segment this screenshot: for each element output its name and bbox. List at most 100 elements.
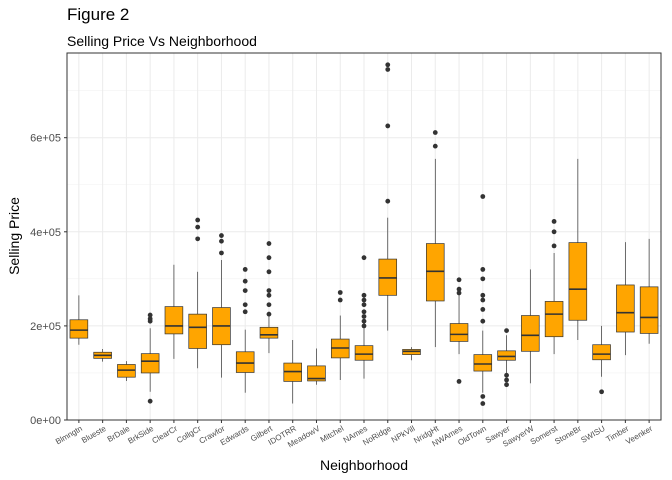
- box-group-Gilbert: [259, 241, 279, 354]
- y-tick-label: 2e+05: [30, 321, 61, 333]
- outlier-point: [337, 290, 343, 295]
- outlier-point: [337, 297, 343, 303]
- x-tick-label: Veenker: [624, 424, 654, 447]
- outlier-point: [551, 219, 557, 224]
- outlier-point: [219, 250, 224, 256]
- box-group-CollgCr: [188, 217, 207, 369]
- box-group-BrDale: [117, 361, 136, 381]
- outlier-point: [266, 311, 272, 317]
- box-group-NridgHt: [426, 130, 445, 348]
- outlier-point: [147, 316, 153, 322]
- box: [497, 350, 516, 361]
- outlier-point: [195, 217, 201, 223]
- box-group-Crawfor: [212, 233, 231, 378]
- box: [259, 326, 279, 339]
- outlier-point: [361, 297, 367, 303]
- x-tick-label: NPkVill: [390, 424, 417, 445]
- outlier-point: [361, 255, 367, 261]
- outlier-point: [385, 198, 391, 204]
- box-group-OldTown: [473, 194, 493, 406]
- outlier-point: [432, 143, 438, 149]
- box-group-Blmngtn: [69, 295, 89, 345]
- outlier-point: [361, 292, 367, 298]
- box-group-MeadowV: [307, 348, 326, 385]
- box-group-NPkVill: [402, 347, 421, 361]
- outlier-point: [504, 372, 509, 378]
- box-group-Blueste: [93, 348, 112, 362]
- y-tick-label: 0e+00: [30, 415, 61, 427]
- outlier-point: [242, 288, 248, 294]
- outlier-point: [456, 290, 462, 296]
- outlier-point: [361, 318, 367, 324]
- box: [235, 351, 255, 373]
- outlier-point: [147, 398, 153, 404]
- box-group-NAmes: [354, 255, 374, 379]
- y-tick-label: 4e+05: [30, 227, 61, 239]
- x-tick-label: StoneBr: [553, 424, 583, 446]
- box: [354, 345, 374, 361]
- box-group-IDOTRR: [283, 340, 302, 404]
- outlier-point: [361, 302, 367, 308]
- outlier-point: [195, 224, 201, 230]
- box-group-SawyerW: [521, 269, 540, 384]
- x-tick-label: SWISU: [579, 424, 606, 445]
- outlier-point: [480, 307, 486, 312]
- box-group-Veenker: [639, 238, 659, 344]
- x-tick-label: Blmngtn: [54, 424, 84, 446]
- box-group-SWISU: [592, 325, 611, 395]
- outlier-point: [361, 309, 367, 315]
- outlier-point: [242, 309, 248, 315]
- box: [164, 306, 184, 335]
- outlier-point: [385, 123, 391, 129]
- outlier-point: [480, 292, 486, 298]
- outlier-point: [480, 194, 486, 199]
- figure-subtitle: Selling Price Vs Neighborhood: [67, 33, 257, 49]
- box-group-StoneBr: [568, 158, 588, 341]
- outlier-point: [456, 379, 462, 384]
- outlier-point: [266, 302, 272, 308]
- box: [307, 365, 326, 382]
- box: [616, 284, 635, 333]
- outlier-point: [219, 233, 224, 238]
- outlier-point: [480, 267, 486, 272]
- box: [473, 354, 493, 372]
- outlier-point: [432, 130, 438, 135]
- outlier-point: [480, 276, 486, 282]
- outlier-point: [480, 297, 486, 303]
- outlier-point: [242, 302, 248, 308]
- outlier-point: [504, 377, 509, 383]
- outlier-point: [266, 292, 272, 298]
- outlier-point: [456, 286, 462, 292]
- x-tick-label: CollgCr: [175, 424, 203, 445]
- box: [544, 301, 564, 338]
- outlier-point: [385, 67, 391, 72]
- box: [140, 353, 160, 374]
- outlier-point: [219, 238, 224, 244]
- y-axis-title: Selling Price: [6, 197, 22, 275]
- box-group-Timber: [616, 242, 635, 356]
- outlier-point: [266, 288, 272, 294]
- outlier-point: [266, 241, 272, 246]
- box-group-NoRidge: [378, 62, 398, 331]
- outlier-point: [361, 323, 367, 329]
- outlier-point: [266, 255, 272, 261]
- box: [426, 243, 445, 302]
- box: [521, 315, 540, 352]
- box: [69, 319, 89, 339]
- x-tick-label: ClearCr: [151, 424, 180, 446]
- outlier-point: [504, 328, 509, 334]
- box-group-Mitchel: [330, 290, 350, 381]
- outlier-point: [599, 389, 604, 395]
- box-group-Somerst: [544, 219, 564, 355]
- outlier-point: [147, 312, 153, 318]
- outlier-point: [480, 318, 486, 324]
- box: [568, 242, 588, 321]
- box-group-Edwards: [235, 267, 255, 393]
- outlier-point: [195, 236, 201, 242]
- outlier-point: [551, 229, 557, 235]
- x-tick-label: Mitchel: [319, 424, 346, 445]
- box: [639, 286, 659, 334]
- outlier-point: [551, 243, 557, 249]
- outlier-point: [480, 401, 486, 406]
